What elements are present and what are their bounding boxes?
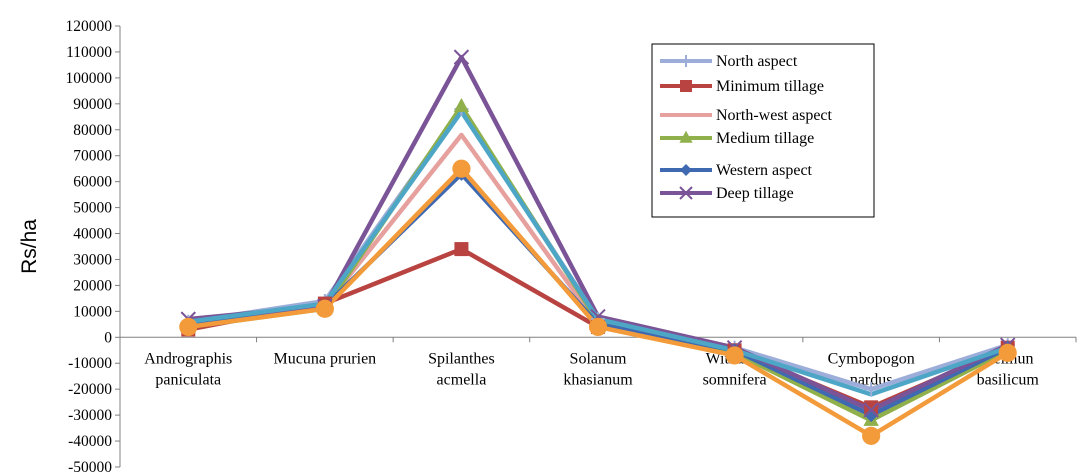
axes: -50000 -40000 -30000 -20000 -10000 0 10000 2000… [66, 18, 1077, 475]
legend-label: North aspect [716, 53, 798, 70]
y-tick-label: 40000 [73, 226, 112, 243]
y-tick-label: 20000 [73, 277, 112, 294]
data-point [864, 400, 879, 415]
data-point [680, 55, 692, 67]
y-tick-label: -40000 [68, 433, 112, 450]
y-tick-label: 50000 [73, 200, 112, 217]
y-tick-label: 80000 [73, 122, 112, 139]
x-tick-label: Spilanthes acmella [428, 350, 495, 388]
y-tick-label: -20000 [68, 381, 112, 398]
x-tick-label: Mucuna prurien [274, 350, 377, 367]
series-line [186, 106, 1010, 392]
y-tick-label: 100000 [66, 70, 113, 87]
y-tick-label: 10000 [73, 303, 112, 320]
data-point [680, 164, 692, 176]
data-point [179, 317, 198, 337]
y-tick-label: 70000 [73, 148, 112, 165]
x-tick-label: Solanum khasianum [563, 350, 633, 388]
data-point [679, 186, 693, 200]
data-point [864, 408, 879, 423]
data-point [725, 346, 744, 365]
x-tick-label: Andrographis paniculata [144, 350, 232, 388]
y-tick-label: 30000 [73, 251, 112, 268]
data-point [588, 317, 608, 337]
y-tick-label: -10000 [68, 355, 112, 372]
y-tick-label: 60000 [73, 174, 112, 191]
data-point [862, 426, 881, 445]
y-tick-label: 120000 [66, 18, 113, 35]
data-point [453, 49, 470, 65]
data-point [453, 98, 470, 113]
data-point [679, 130, 693, 143]
y-tick-label: 110000 [66, 44, 112, 61]
legend-box [651, 43, 875, 218]
y-tick-label: -50000 [68, 459, 112, 475]
y-axis-title: Rs/ha [18, 219, 41, 274]
data-point [863, 402, 879, 418]
data-point [864, 382, 879, 397]
legend-label: Minimum tillage [716, 78, 824, 95]
legend-label: Medium tillage [716, 130, 814, 147]
legend-label: Deep tillage [716, 185, 794, 202]
data-point [315, 299, 334, 318]
y-tick-label: 0 [104, 329, 112, 346]
legend-label: North-west aspect [716, 107, 833, 124]
series-markers [179, 49, 1017, 445]
y-tick-label: -30000 [68, 407, 112, 424]
data-point [452, 159, 471, 178]
y-tick-label: 90000 [73, 96, 112, 113]
legend-label: Western aspect [716, 162, 813, 179]
data-point [680, 80, 692, 92]
data-point [998, 343, 1017, 362]
data-point [454, 242, 469, 257]
legend: North aspect Minimum tillage North-west as… [651, 43, 875, 218]
